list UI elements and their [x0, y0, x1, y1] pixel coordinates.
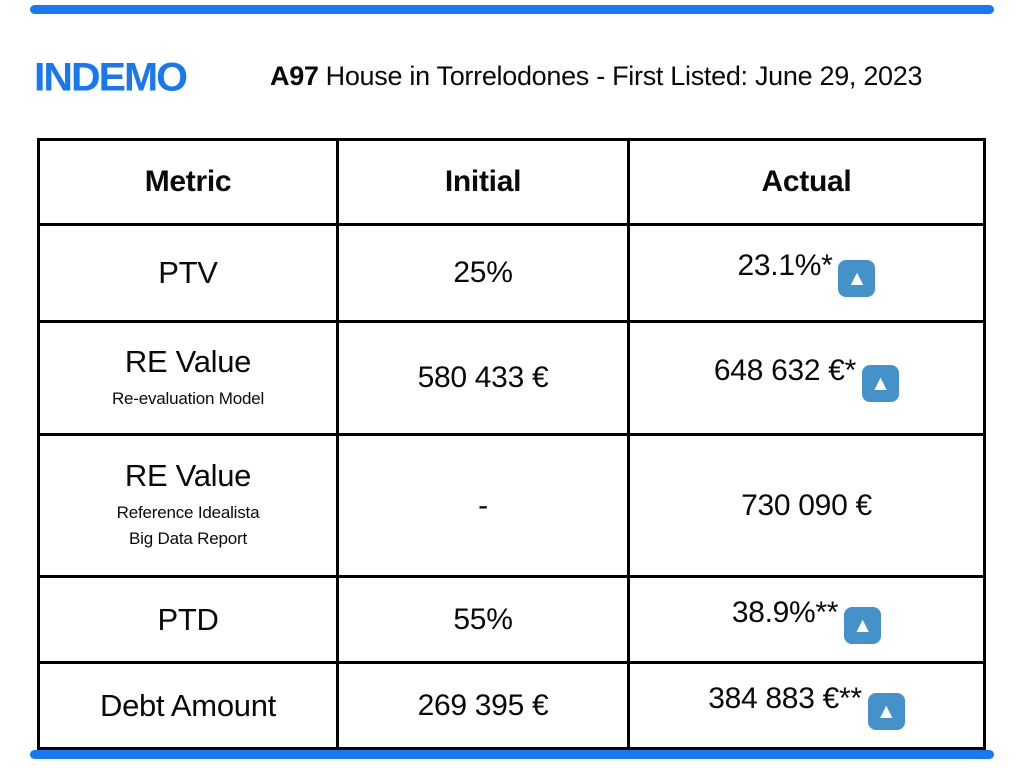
metric-subtitle: Re-evaluation Model — [40, 386, 336, 412]
increase-arrow-icon: ▲ — [844, 606, 882, 644]
table-row: Debt Amount 269 395 € 384 883 €** ▲ — [37, 661, 986, 750]
metric-name: PTV — [158, 255, 218, 291]
metrics-table: Metric Initial Actual PTV 25% 23.1%* ▲ RE Va… — [37, 138, 986, 750]
table-row: RE Value Reference Idealista Big Data Repo… — [37, 433, 986, 578]
indemo-logo: INDEMO — [34, 54, 188, 100]
initial-value: 55% — [453, 602, 513, 636]
increase-arrow-icon: ▲ — [867, 692, 905, 730]
metric-subtitle-line: Big Data Report — [129, 529, 247, 549]
listing-id: A97 — [270, 61, 319, 91]
bottom-accent-bar — [30, 750, 994, 759]
metric-subtitle-line: Reference Idealista — [116, 502, 260, 522]
metric-subtitle-line: Re-evaluation Model — [111, 388, 265, 408]
increase-arrow-icon: ▲ — [862, 365, 900, 402]
top-accent-bar — [30, 5, 994, 14]
initial-value-cell: 25% — [336, 223, 630, 323]
initial-value-cell: 269 395 € — [336, 661, 630, 750]
metric-name: PTD — [157, 601, 219, 637]
metric-cell: PTD — [37, 575, 339, 664]
table-row: RE Value Re-evaluation Model 580 433 € 648 … — [37, 320, 986, 436]
actual-value: 38.9%** — [731, 595, 839, 629]
metric-name: RE Value — [124, 458, 252, 494]
initial-value: 269 395 € — [417, 688, 549, 722]
actual-value-cell: 23.1%* ▲ — [627, 223, 986, 323]
column-header-actual: Actual — [627, 138, 986, 226]
actual-value: 384 883 €** — [708, 681, 862, 715]
initial-value: 25% — [453, 256, 513, 289]
actual-value-cell: 384 883 €** ▲ — [627, 661, 986, 750]
column-header-metric: Metric — [37, 138, 339, 226]
column-header-initial: Initial — [336, 138, 630, 226]
initial-value-cell: - — [336, 433, 630, 578]
initial-value: 580 433 € — [417, 361, 549, 394]
actual-value: 730 090 € — [741, 488, 872, 522]
initial-value-cell: 55% — [336, 575, 630, 664]
table-row: PTD 55% 38.9%** ▲ — [37, 575, 986, 664]
metric-name: Debt Amount — [100, 687, 276, 723]
initial-value-cell: 580 433 € — [336, 320, 630, 436]
page-title: A97 House in Torrelodones - First Listed:… — [270, 61, 923, 92]
actual-value: 23.1%* — [737, 249, 833, 282]
metric-name: RE Value — [124, 344, 252, 379]
table-header-row: Metric Initial Actual — [37, 138, 986, 226]
page-title-text: House in Torrelodones - First Listed: Ju… — [325, 61, 923, 91]
metric-cell: RE Value Reference Idealista Big Data Repo… — [37, 433, 339, 578]
table-row: PTV 25% 23.1%* ▲ — [37, 223, 986, 323]
actual-value: 648 632 €* — [713, 354, 857, 387]
initial-value: - — [478, 488, 488, 522]
metric-subtitle: Reference Idealista Big Data Report — [40, 500, 336, 553]
actual-value-cell: 38.9%** ▲ — [627, 575, 986, 664]
actual-value-cell: 648 632 €* ▲ — [627, 320, 986, 436]
metric-cell: PTV — [37, 223, 339, 323]
metric-cell: RE Value Re-evaluation Model — [37, 320, 339, 436]
metric-cell: Debt Amount — [37, 661, 339, 750]
increase-arrow-icon: ▲ — [838, 260, 876, 297]
actual-value-cell: 730 090 € — [627, 433, 986, 578]
